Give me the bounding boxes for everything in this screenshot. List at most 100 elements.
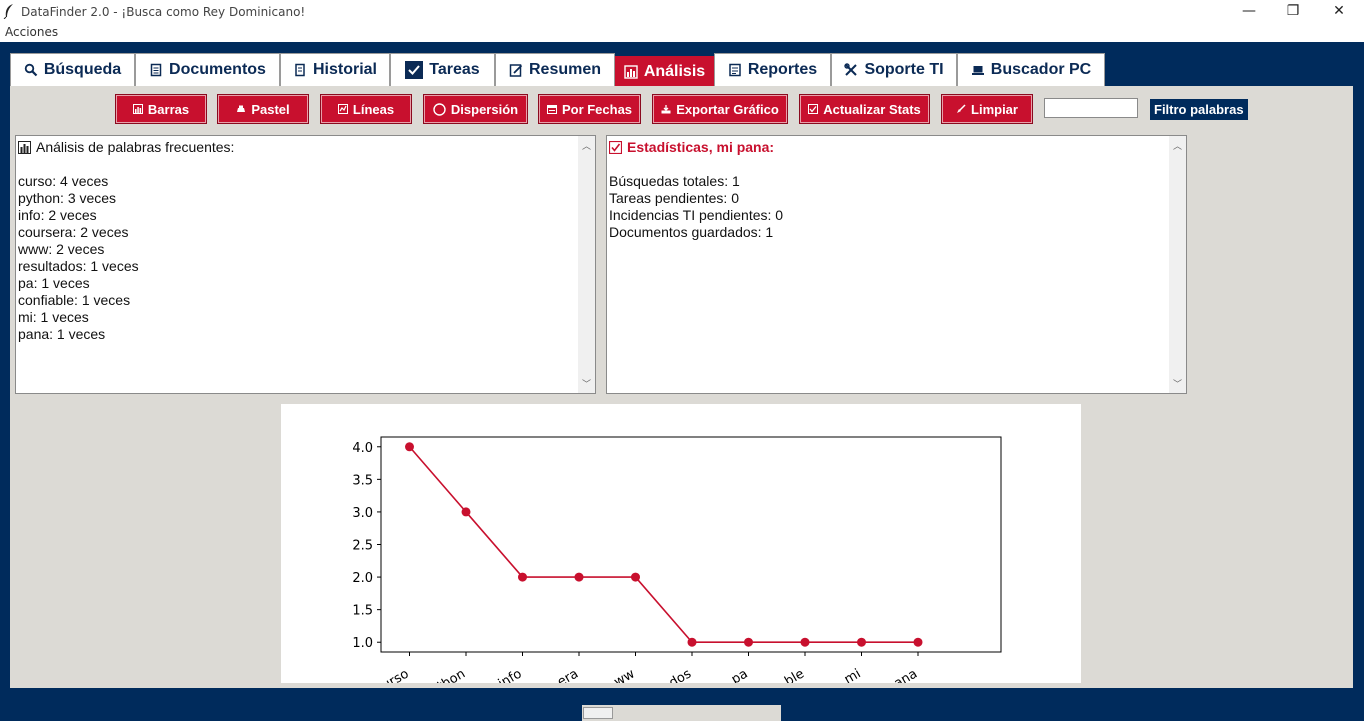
tab-label: Análisis [643, 62, 706, 80]
button-label: Por Fechas [561, 101, 633, 117]
stat-line: Búsquedas totales: 1 [609, 173, 740, 189]
export-chart-button[interactable]: Exportar Gráfico [652, 94, 788, 124]
checkbox-icon [405, 61, 424, 79]
memo-icon [509, 64, 523, 77]
tab-label: Resumen [528, 61, 602, 78]
word-line: resultados: 1 veces [18, 258, 139, 274]
word-frequency-content: Análisis de palabras frecuentes: curso: … [18, 139, 577, 343]
scroll-up-icon[interactable]: ︿ [581, 141, 591, 151]
scatter-button[interactable]: Dispersión [423, 94, 528, 124]
tab-historial[interactable]: Historial [280, 53, 390, 86]
close-button[interactable]: ✕ [1333, 3, 1345, 19]
clear-button[interactable]: Limpiar [941, 94, 1033, 124]
calendar-icon [546, 105, 557, 114]
data-point [913, 637, 923, 647]
plot-frame [380, 436, 1002, 653]
data-point [631, 572, 640, 582]
title-bar: DataFinder 2.0 - ¡Busca como Rey Dominic… [0, 0, 1364, 24]
tab-documentos[interactable]: Documentos [135, 53, 280, 86]
scroll-down-icon[interactable]: ﹀ [581, 379, 591, 389]
data-point [744, 637, 753, 647]
word-panel-heading: Análisis de palabras frecuentes: [36, 139, 235, 155]
x-tick-label: info [496, 666, 525, 683]
analysis-panel: Barras Pastel Líneas Dispersión Por Fech… [10, 86, 1353, 688]
data-point [574, 572, 584, 582]
word-panel-scrollbar[interactable]: ︿ ﹀ [578, 136, 595, 393]
feather-icon [3, 4, 13, 19]
tab-label: Soporte TI [864, 61, 944, 78]
filter-words-label: Filtro palabras [1150, 99, 1248, 120]
tab-tareas[interactable]: Tareas [390, 53, 495, 86]
document-icon [150, 63, 162, 77]
series-line [408, 446, 918, 644]
tab-label: Búsqueda [43, 61, 122, 78]
bar-chart-icon [132, 104, 143, 114]
tab-busqueda[interactable]: Búsqueda [10, 53, 135, 86]
x-tick-label: era [555, 666, 581, 683]
restore-button[interactable]: ❐ [1286, 3, 1300, 19]
x-tick-label: ana [892, 666, 920, 683]
x-tick-label: ww [612, 666, 638, 683]
stats-panel-scrollbar[interactable]: ︿ ﹀ [1169, 136, 1186, 393]
by-dates-button[interactable]: Por Fechas [538, 94, 641, 124]
y-tick-label: 2.5 [352, 539, 373, 554]
word-line: python: 3 veces [18, 190, 117, 206]
tab-reportes[interactable]: Reportes [714, 53, 831, 86]
circle-icon [433, 102, 446, 116]
word-line: coursera: 2 veces [18, 224, 129, 240]
word-frequency-line-chart: 1.0 1.5 2.0 2.5 3.0 3.5 4.0 urso thon info era ww d… [352, 436, 1002, 683]
button-label: Barras [147, 101, 190, 117]
minimize-button[interactable]: — [1242, 3, 1256, 19]
tab-label: Reportes [747, 61, 818, 78]
line-chart-icon [337, 104, 348, 114]
y-tick-label: 3.0 [352, 506, 373, 521]
export-icon [661, 105, 671, 114]
tab-label: Historial [312, 61, 377, 78]
word-line: mi: 1 veces [18, 309, 89, 325]
y-tick-label: 1.0 [352, 636, 373, 651]
bar-chart-icon [624, 64, 638, 79]
tab-buscador-pc[interactable]: Buscador PC [957, 53, 1105, 86]
data-point [405, 442, 414, 452]
pie-button[interactable]: Pastel [217, 94, 309, 124]
scroll-icon [295, 63, 305, 77]
button-label: Actualizar Stats [823, 101, 921, 117]
scrollbar-thumb[interactable] [583, 707, 613, 719]
data-point [461, 507, 471, 517]
horizontal-scrollbar[interactable] [582, 705, 781, 721]
x-tick-label: ble [782, 666, 807, 683]
data-point [857, 637, 866, 647]
button-label: Exportar Gráfico [676, 101, 779, 117]
bars-button[interactable]: Barras [115, 94, 207, 124]
tab-resumen[interactable]: Resumen [495, 53, 615, 86]
laptop-icon [971, 66, 984, 75]
menu-acciones[interactable]: Acciones [5, 25, 59, 39]
broom-icon [957, 104, 966, 113]
lines-button[interactable]: Líneas [320, 94, 412, 124]
report-icon [729, 63, 741, 77]
x-tick-label: dos [667, 666, 695, 683]
y-tick-label: 4.0 [352, 441, 373, 456]
tab-label: Buscador PC [990, 61, 1092, 78]
pie-icon [237, 105, 246, 112]
y-tick-label: 3.5 [352, 473, 373, 488]
word-line: confiable: 1 veces [18, 292, 131, 308]
tools-icon [844, 63, 858, 76]
word-filter-input[interactable] [1044, 98, 1138, 118]
button-label: Limpiar [971, 101, 1018, 117]
word-line: www: 2 veces [18, 241, 105, 257]
stats-heading: Estadísticas, mi pana: [627, 139, 775, 155]
x-tick-label: thon [435, 666, 468, 683]
scroll-up-icon[interactable]: ︿ [1172, 141, 1182, 151]
stats-text[interactable]: Estadísticas, mi pana: Búsquedas totales… [606, 135, 1187, 394]
blank-line [18, 156, 577, 173]
magnifier-icon [24, 63, 38, 77]
word-line: pa: 1 veces [18, 275, 90, 291]
tab-analisis[interactable]: Análisis [615, 56, 714, 86]
word-line: curso: 4 veces [18, 173, 109, 189]
word-frequency-text[interactable]: Análisis de palabras frecuentes: curso: … [15, 135, 596, 394]
x-tick-label: mi [842, 666, 864, 683]
scroll-down-icon[interactable]: ﹀ [1172, 379, 1182, 389]
refresh-stats-button[interactable]: Actualizar Stats [799, 94, 930, 124]
tab-soporte-ti[interactable]: Soporte TI [831, 53, 957, 86]
